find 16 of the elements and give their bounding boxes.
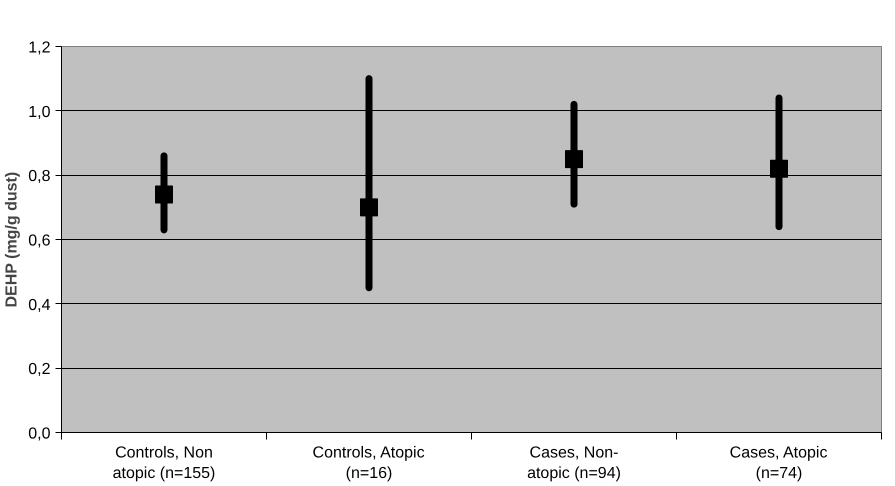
x-tick-label: Cases, Non-atopic (n=94) (527, 444, 621, 482)
point (155, 185, 173, 204)
x-tick-label: Controls, Non atopic (n=155) (112, 444, 216, 482)
x-tick-label: Cases, Atopic (n=74) (730, 444, 828, 482)
y-tick-label: 0,6 (28, 232, 51, 250)
point (360, 198, 378, 216)
x-tick-label: Controls, Atopic (n=16) (312, 444, 425, 482)
y-tick-label: 1,2 (28, 40, 51, 56)
y-axis-title: DEHP (mg/g dust) (3, 172, 20, 308)
y-tick-label: 1,0 (28, 104, 51, 121)
y-tick-label: 0,0 (28, 426, 51, 442)
y-tick-label: 0,4 (28, 296, 51, 314)
point (565, 150, 583, 168)
y-tick-label: 0,2 (28, 361, 51, 378)
y-tick-label: 0,8 (28, 168, 51, 186)
point (770, 160, 788, 178)
